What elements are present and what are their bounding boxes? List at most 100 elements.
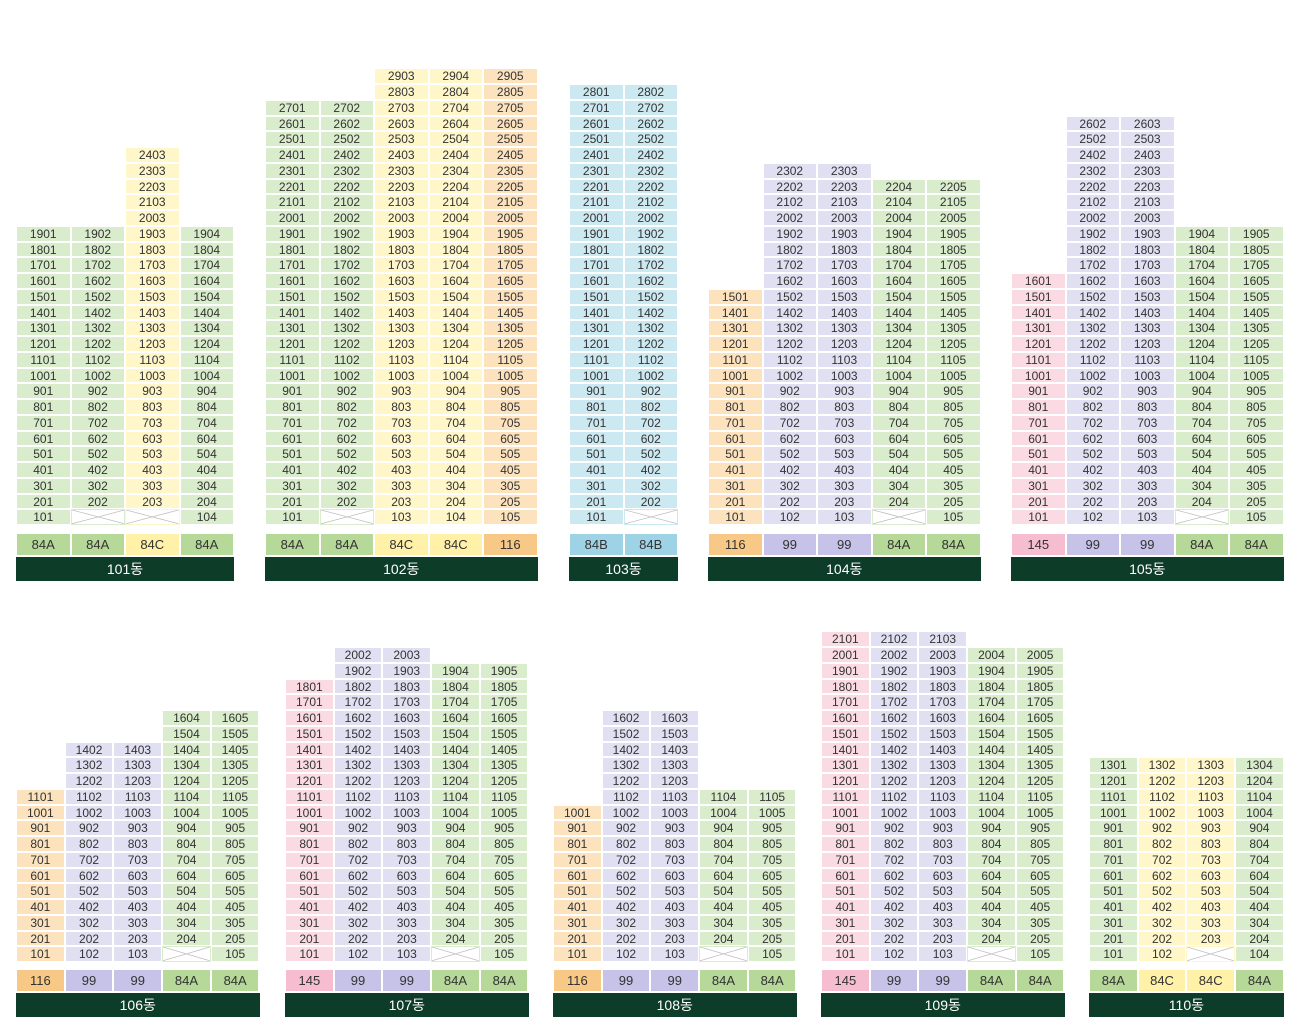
unit-cell: 2402 bbox=[623, 147, 678, 163]
unit-cell: 1601 bbox=[821, 710, 870, 726]
unit-cell: 1902 bbox=[623, 225, 678, 242]
unit-cell: 1102 bbox=[319, 351, 374, 368]
unit-cell: 101 bbox=[569, 509, 624, 525]
unit-type-label: 99 bbox=[382, 969, 432, 992]
unit-cell: 2501 bbox=[569, 131, 624, 147]
unit-cell: 1701 bbox=[265, 257, 320, 273]
unit-type-label: 116 bbox=[483, 533, 538, 556]
unit-cell: 204 bbox=[871, 493, 926, 510]
unit-cell: 302 bbox=[70, 477, 125, 494]
unit-cell: 204 bbox=[428, 493, 483, 510]
unit-cell: 1004 bbox=[162, 804, 211, 821]
unit-cell: 1504 bbox=[431, 725, 480, 742]
unit-cell: 203 bbox=[1120, 493, 1175, 510]
unit-cell: 1601 bbox=[265, 273, 320, 289]
empty-unit-cell bbox=[871, 509, 926, 525]
unit-cell: 801 bbox=[708, 399, 763, 415]
unit-cell: 504 bbox=[179, 446, 234, 462]
unit-cell: 1301 bbox=[16, 320, 71, 336]
unit-cell: 603 bbox=[113, 867, 163, 884]
unit-cell: 404 bbox=[1174, 462, 1229, 478]
unit-type-label: 145 bbox=[1011, 533, 1066, 556]
unit-cell: 403 bbox=[374, 462, 429, 478]
unit-cell: 1104 bbox=[1174, 351, 1229, 368]
unit-cell: 1502 bbox=[601, 725, 651, 742]
unit-cell: 1504 bbox=[1174, 288, 1229, 305]
unit-cell: 301 bbox=[821, 914, 870, 931]
unit-cell: 2704 bbox=[428, 99, 483, 116]
unit-cell: 1601 bbox=[1011, 273, 1066, 289]
unit-cell: 404 bbox=[967, 899, 1016, 915]
unit-cell: 404 bbox=[428, 462, 483, 478]
unit-cell: 101 bbox=[16, 509, 71, 525]
unit-cell: 1502 bbox=[333, 725, 383, 742]
unit-cell: 1002 bbox=[762, 367, 817, 384]
unit-cell: 802 bbox=[623, 399, 678, 415]
unit-cell: 1105 bbox=[926, 351, 981, 368]
unit-cell: 1105 bbox=[210, 788, 260, 805]
unit-cell: 2403 bbox=[125, 147, 180, 163]
unit-cell: 304 bbox=[179, 477, 234, 494]
unit-cell: 2802 bbox=[623, 84, 678, 100]
unit-cell: 905 bbox=[1015, 820, 1065, 836]
unit-cell: 1505 bbox=[479, 725, 529, 742]
unit-cell: 1004 bbox=[431, 804, 480, 821]
unit-cell: 105 bbox=[483, 509, 538, 525]
unit-cell: 1504 bbox=[428, 288, 483, 305]
unit-cell: 1104 bbox=[699, 788, 748, 805]
unit-cell: 304 bbox=[1174, 477, 1229, 494]
unit-cell: 1202 bbox=[869, 773, 919, 789]
unit-cell: 401 bbox=[553, 899, 602, 915]
unit-cell: 302 bbox=[333, 914, 383, 931]
unit-cell: 1204 bbox=[1174, 336, 1229, 352]
unit-cell: 504 bbox=[428, 446, 483, 462]
unit-cell: 1304 bbox=[967, 757, 1016, 773]
unit-cell: 2203 bbox=[1120, 178, 1175, 195]
unit-cell: 505 bbox=[479, 883, 529, 899]
unit-cell: 604 bbox=[179, 430, 234, 447]
unit-cell: 1501 bbox=[821, 725, 870, 742]
unit-cell: 401 bbox=[1089, 899, 1138, 915]
building-name-band: 103동 bbox=[569, 557, 678, 581]
unit-cell: 605 bbox=[1229, 430, 1284, 447]
unit-cell: 1502 bbox=[762, 288, 817, 305]
unit-cell: 1401 bbox=[569, 304, 624, 321]
unit-cell: 1205 bbox=[1229, 336, 1284, 352]
unit-cell: 2201 bbox=[265, 178, 320, 195]
unit-cell: 601 bbox=[553, 867, 602, 884]
unit-cell: 704 bbox=[871, 414, 926, 431]
unit-cell: 1404 bbox=[162, 741, 211, 758]
unit-type-label: 99 bbox=[869, 969, 919, 992]
unit-cell: 605 bbox=[210, 867, 260, 884]
unit-type-label: 84B bbox=[569, 533, 624, 556]
unit-cell: 804 bbox=[1235, 836, 1284, 852]
unit-cell: 702 bbox=[319, 414, 374, 431]
unit-cell: 305 bbox=[1015, 914, 1065, 931]
unit-cell: 1902 bbox=[319, 225, 374, 242]
unit-cell: 1802 bbox=[762, 241, 817, 258]
unit-cell: 903 bbox=[113, 820, 163, 836]
unit-cell: 1603 bbox=[817, 273, 872, 289]
unit-cell: 502 bbox=[333, 883, 383, 899]
unit-cell: 403 bbox=[1120, 462, 1175, 478]
unit-cell: 804 bbox=[871, 399, 926, 415]
unit-cell: 404 bbox=[431, 899, 480, 915]
unit-cell: 1301 bbox=[569, 320, 624, 336]
unit-cell: 2104 bbox=[871, 194, 926, 210]
unit-cell: 1803 bbox=[125, 241, 180, 258]
unit-cell: 104 bbox=[179, 509, 234, 525]
unit-cell: 1402 bbox=[1065, 304, 1120, 321]
unit-type-label: 84A bbox=[1229, 533, 1284, 556]
unit-cell: 1202 bbox=[70, 336, 125, 352]
unit-cell: 1603 bbox=[918, 710, 968, 726]
unit-cell: 1705 bbox=[1229, 257, 1284, 273]
unit-cell: 902 bbox=[333, 820, 383, 836]
building-name-band: 110동 bbox=[1089, 993, 1284, 1017]
unit-cell: 1402 bbox=[64, 741, 114, 758]
unit-cell: 1501 bbox=[708, 288, 763, 305]
unit-cell: 804 bbox=[1174, 399, 1229, 415]
unit-cell: 2202 bbox=[319, 178, 374, 195]
unit-cell: 1502 bbox=[869, 725, 919, 742]
unit-cell: 1805 bbox=[479, 678, 529, 695]
unit-cell: 1201 bbox=[569, 336, 624, 352]
